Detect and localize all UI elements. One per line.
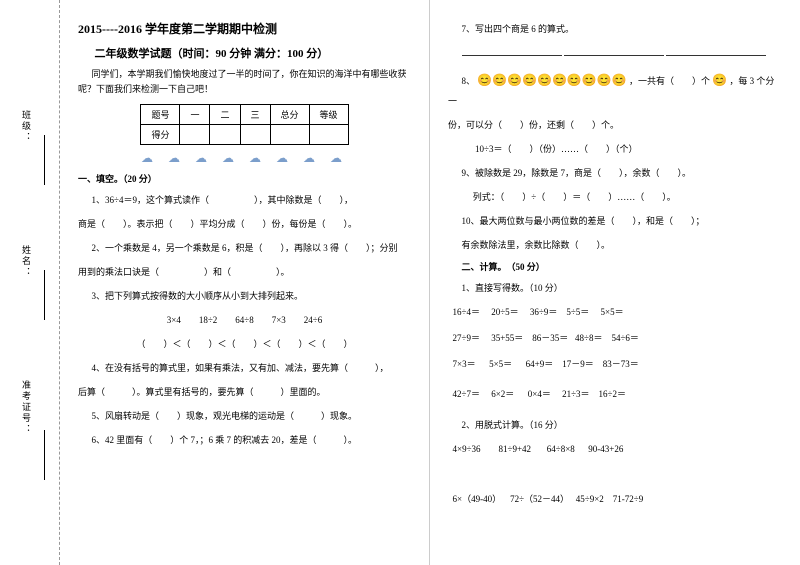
q6: 6、42 里面有（ ）个 7，；6 乘 7 的积减去 20，差是（ ）。 (78, 431, 411, 449)
th: 等级 (309, 104, 348, 124)
q8: 8、 😊😊😊😊😊😊😊😊😊😊 ，一共有（ ）个 😊 ，每 3 个分一 (448, 68, 782, 110)
table-row: 题号 一 二 三 总分 等级 (141, 104, 348, 124)
binding-sidebar: 班级： 姓名： 准考证号： (0, 0, 60, 565)
th: 总分 (270, 104, 309, 124)
sidebar-line (44, 430, 45, 480)
td (240, 124, 270, 144)
q2: 2、一个乘数是 4，另一个乘数是 6，积是（ ），再除以 3 得（ ）；分别 (78, 239, 411, 257)
td (309, 124, 348, 144)
calc-row: 6×（49-40） 72÷（52－44） 45÷9×2 71-72÷9 (448, 490, 782, 510)
q8e: 10÷3＝（ ）（份）……（ ）（个） (448, 140, 782, 158)
main-content: 2015----2016 学年度第二学期期中检测 二年级数学试题（时间：90 分… (60, 0, 800, 565)
q9b: 列式：（ ）÷（ ）＝（ ）……（ ）。 (448, 188, 782, 206)
q3: 3、把下列算式按得数的大小顺序从小到大排列起来。 (78, 287, 411, 305)
td (270, 124, 309, 144)
q1: 1、36÷4＝9，这个算式读作（ ），其中除数是（ ）， (78, 191, 411, 209)
sidebar-label-exam: 准考证号： (20, 380, 33, 435)
th: 三 (240, 104, 270, 124)
q8a: 8、 (462, 76, 476, 86)
score-table: 题号 一 二 三 总分 等级 得分 (140, 104, 348, 145)
sidebar-label-name: 姓名： (20, 245, 33, 278)
q2b: 用到的乘法口诀是（ ）和（ ）。 (78, 263, 411, 281)
calc-row: 27÷9＝ 35+55＝ 86－35＝ 48÷8＝ 54÷6＝ (448, 329, 782, 349)
exam-title: 2015----2016 学年度第二学期期中检测 (78, 20, 411, 37)
section-2-title: 二、计算。 （50 分） (448, 260, 782, 275)
q5: 5、风扇转动是（ ）现象，观光电梯的运动是（ ）现象。 (78, 407, 411, 425)
section-1-title: 一、填空。（20 分） (78, 172, 411, 187)
calc-row: 42÷7＝ 6×2＝ 0×4＝ 21÷3＝ 16÷2＝ (448, 385, 782, 405)
th: 二 (210, 104, 240, 124)
q10b: 有余数除法里，余数比除数（ ）。 (448, 236, 782, 254)
q9: 9、被除数是 29，除数是 7，商是（ ），余数（ ）。 (448, 164, 782, 182)
calc2-title: 2、用脱式计算。（16 分） (448, 416, 782, 434)
calc-row: 16÷4＝ 20÷5＝ 36÷9＝ 5÷5＝ 5×5＝ (448, 303, 782, 323)
calc1-title: 1、直接写得数。（10 分） (448, 279, 782, 297)
q7-blanks (448, 44, 782, 62)
th: 题号 (141, 104, 180, 124)
sidebar-label-class: 班级： (20, 110, 33, 143)
calc-row: 4×9÷36 81÷9+42 64÷8×8 90-43+26 (448, 440, 782, 460)
q7: 7、写出四个商是 6 的算式。 (448, 20, 782, 38)
td (180, 124, 210, 144)
smiley-icon: 😊😊😊😊😊😊😊😊😊😊 (477, 73, 626, 87)
exam-subtitle: 二年级数学试题（时间：90 分钟 满分：100 分） (78, 45, 411, 61)
intro-text: 同学们，本学期我们愉快地度过了一半的时间了，你在知识的海洋中有哪些收获呢？下面我… (78, 67, 411, 98)
blank (564, 48, 664, 56)
th: 一 (180, 104, 210, 124)
blank (462, 48, 562, 56)
q4b: 后算（ ）。算式里有括号的，要先算（ ）里面的。 (78, 383, 411, 401)
calc-row: 7×3＝ 5×5＝ 64+9＝ 17－9＝ 83－73＝ (448, 355, 782, 375)
q8b: ，一共有（ ）个 (629, 76, 712, 86)
q10: 10、最大两位数与最小两位数的差是（ ），和是（ ）； (448, 212, 782, 230)
sidebar-line (44, 135, 45, 185)
td: 得分 (141, 124, 180, 144)
q8d: 份，可以分（ ）份，还剩（ ）个。 (448, 116, 782, 134)
td (210, 124, 240, 144)
q3c: （ ）＜（ ）＜（ ）＜（ ）＜（ ） (78, 335, 411, 353)
table-row: 得分 (141, 124, 348, 144)
right-column: 7、写出四个商是 6 的算式。 8、 😊😊😊😊😊😊😊😊😊😊 ，一共有（ ）个 😊… (430, 0, 800, 565)
sidebar-line (44, 270, 45, 320)
left-column: 2015----2016 学年度第二学期期中检测 二年级数学试题（时间：90 分… (60, 0, 430, 565)
q1b: 商是（ ）。表示把（ ）平均分成（ ）份，每份是（ ）。 (78, 215, 411, 233)
cloud-decor: ☁ ☁ ☁ ☁ ☁ ☁ ☁ ☁ (78, 151, 411, 166)
blank (666, 48, 766, 56)
q3b: 3×4 18÷2 64÷8 7×3 24÷6 (78, 311, 411, 329)
smiley-icon: 😊 (712, 73, 727, 87)
q4: 4、在没有括号的算式里，如果有乘法，又有加、减法，要先算（ ）， (78, 359, 411, 377)
